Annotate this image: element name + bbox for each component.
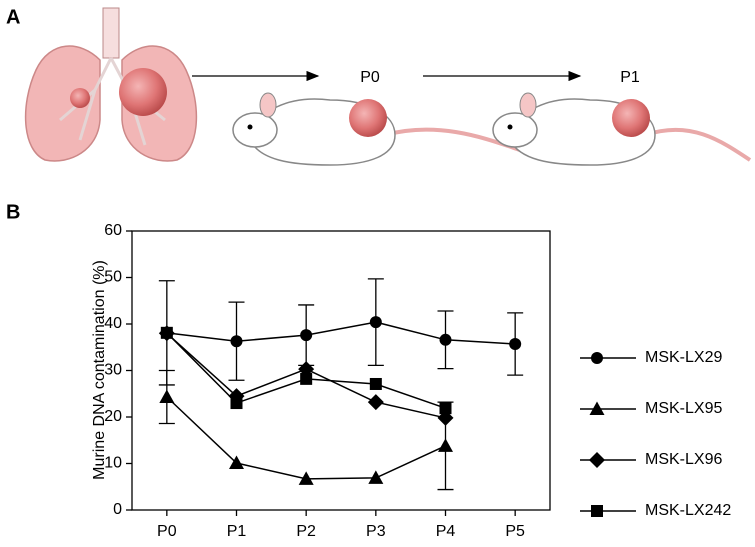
marker: [589, 452, 605, 468]
marker: [589, 401, 605, 415]
marker: [369, 316, 382, 329]
series-line: [166, 321, 516, 345]
y-tick-label: 50: [104, 269, 122, 286]
series-line: [166, 396, 446, 480]
legend-label: MSK-LX29: [645, 349, 722, 366]
marker: [298, 471, 314, 485]
x-tick-label: P3: [366, 523, 386, 540]
marker: [300, 372, 313, 385]
marker: [160, 326, 173, 339]
marker: [229, 455, 244, 470]
y-tick-label: 60: [104, 222, 122, 239]
x-tick-label: P5: [505, 523, 525, 540]
legend-label: MSK-LX242: [645, 502, 731, 519]
y-tick-label: 30: [104, 362, 122, 379]
x-tick-label: P4: [436, 523, 456, 540]
x-tick-label: P0: [157, 523, 177, 540]
panel-label: A: [6, 6, 20, 28]
marker: [159, 389, 175, 404]
lungs-illustration: [24, 7, 198, 162]
stage-label: P0: [360, 69, 380, 86]
y-axis-label: Murine DNA contamination (%): [91, 260, 108, 480]
marker: [439, 402, 452, 415]
marker: [367, 394, 384, 411]
marker: [439, 333, 452, 346]
legend-label: MSK-LX95: [645, 400, 722, 417]
marker: [230, 397, 243, 410]
y-tick-label: 0: [113, 501, 122, 518]
y-tick-label: 10: [104, 455, 122, 472]
marker: [438, 438, 453, 452]
marker: [591, 505, 603, 517]
marker: [230, 335, 243, 348]
stage-label: P1: [620, 69, 640, 86]
marker: [509, 337, 522, 350]
mouse-illustration: [232, 92, 521, 166]
marker: [300, 329, 313, 342]
y-tick-label: 20: [104, 408, 122, 425]
plot-frame: [131, 230, 551, 511]
legend-label: MSK-LX96: [645, 451, 722, 468]
marker: [369, 377, 382, 390]
mouse-illustration: [492, 92, 752, 166]
marker: [368, 470, 384, 484]
y-tick-label: 40: [104, 315, 122, 332]
panel-label: B: [6, 201, 20, 223]
x-tick-label: P1: [227, 523, 247, 540]
x-tick-label: P2: [296, 523, 316, 540]
marker: [591, 352, 603, 364]
